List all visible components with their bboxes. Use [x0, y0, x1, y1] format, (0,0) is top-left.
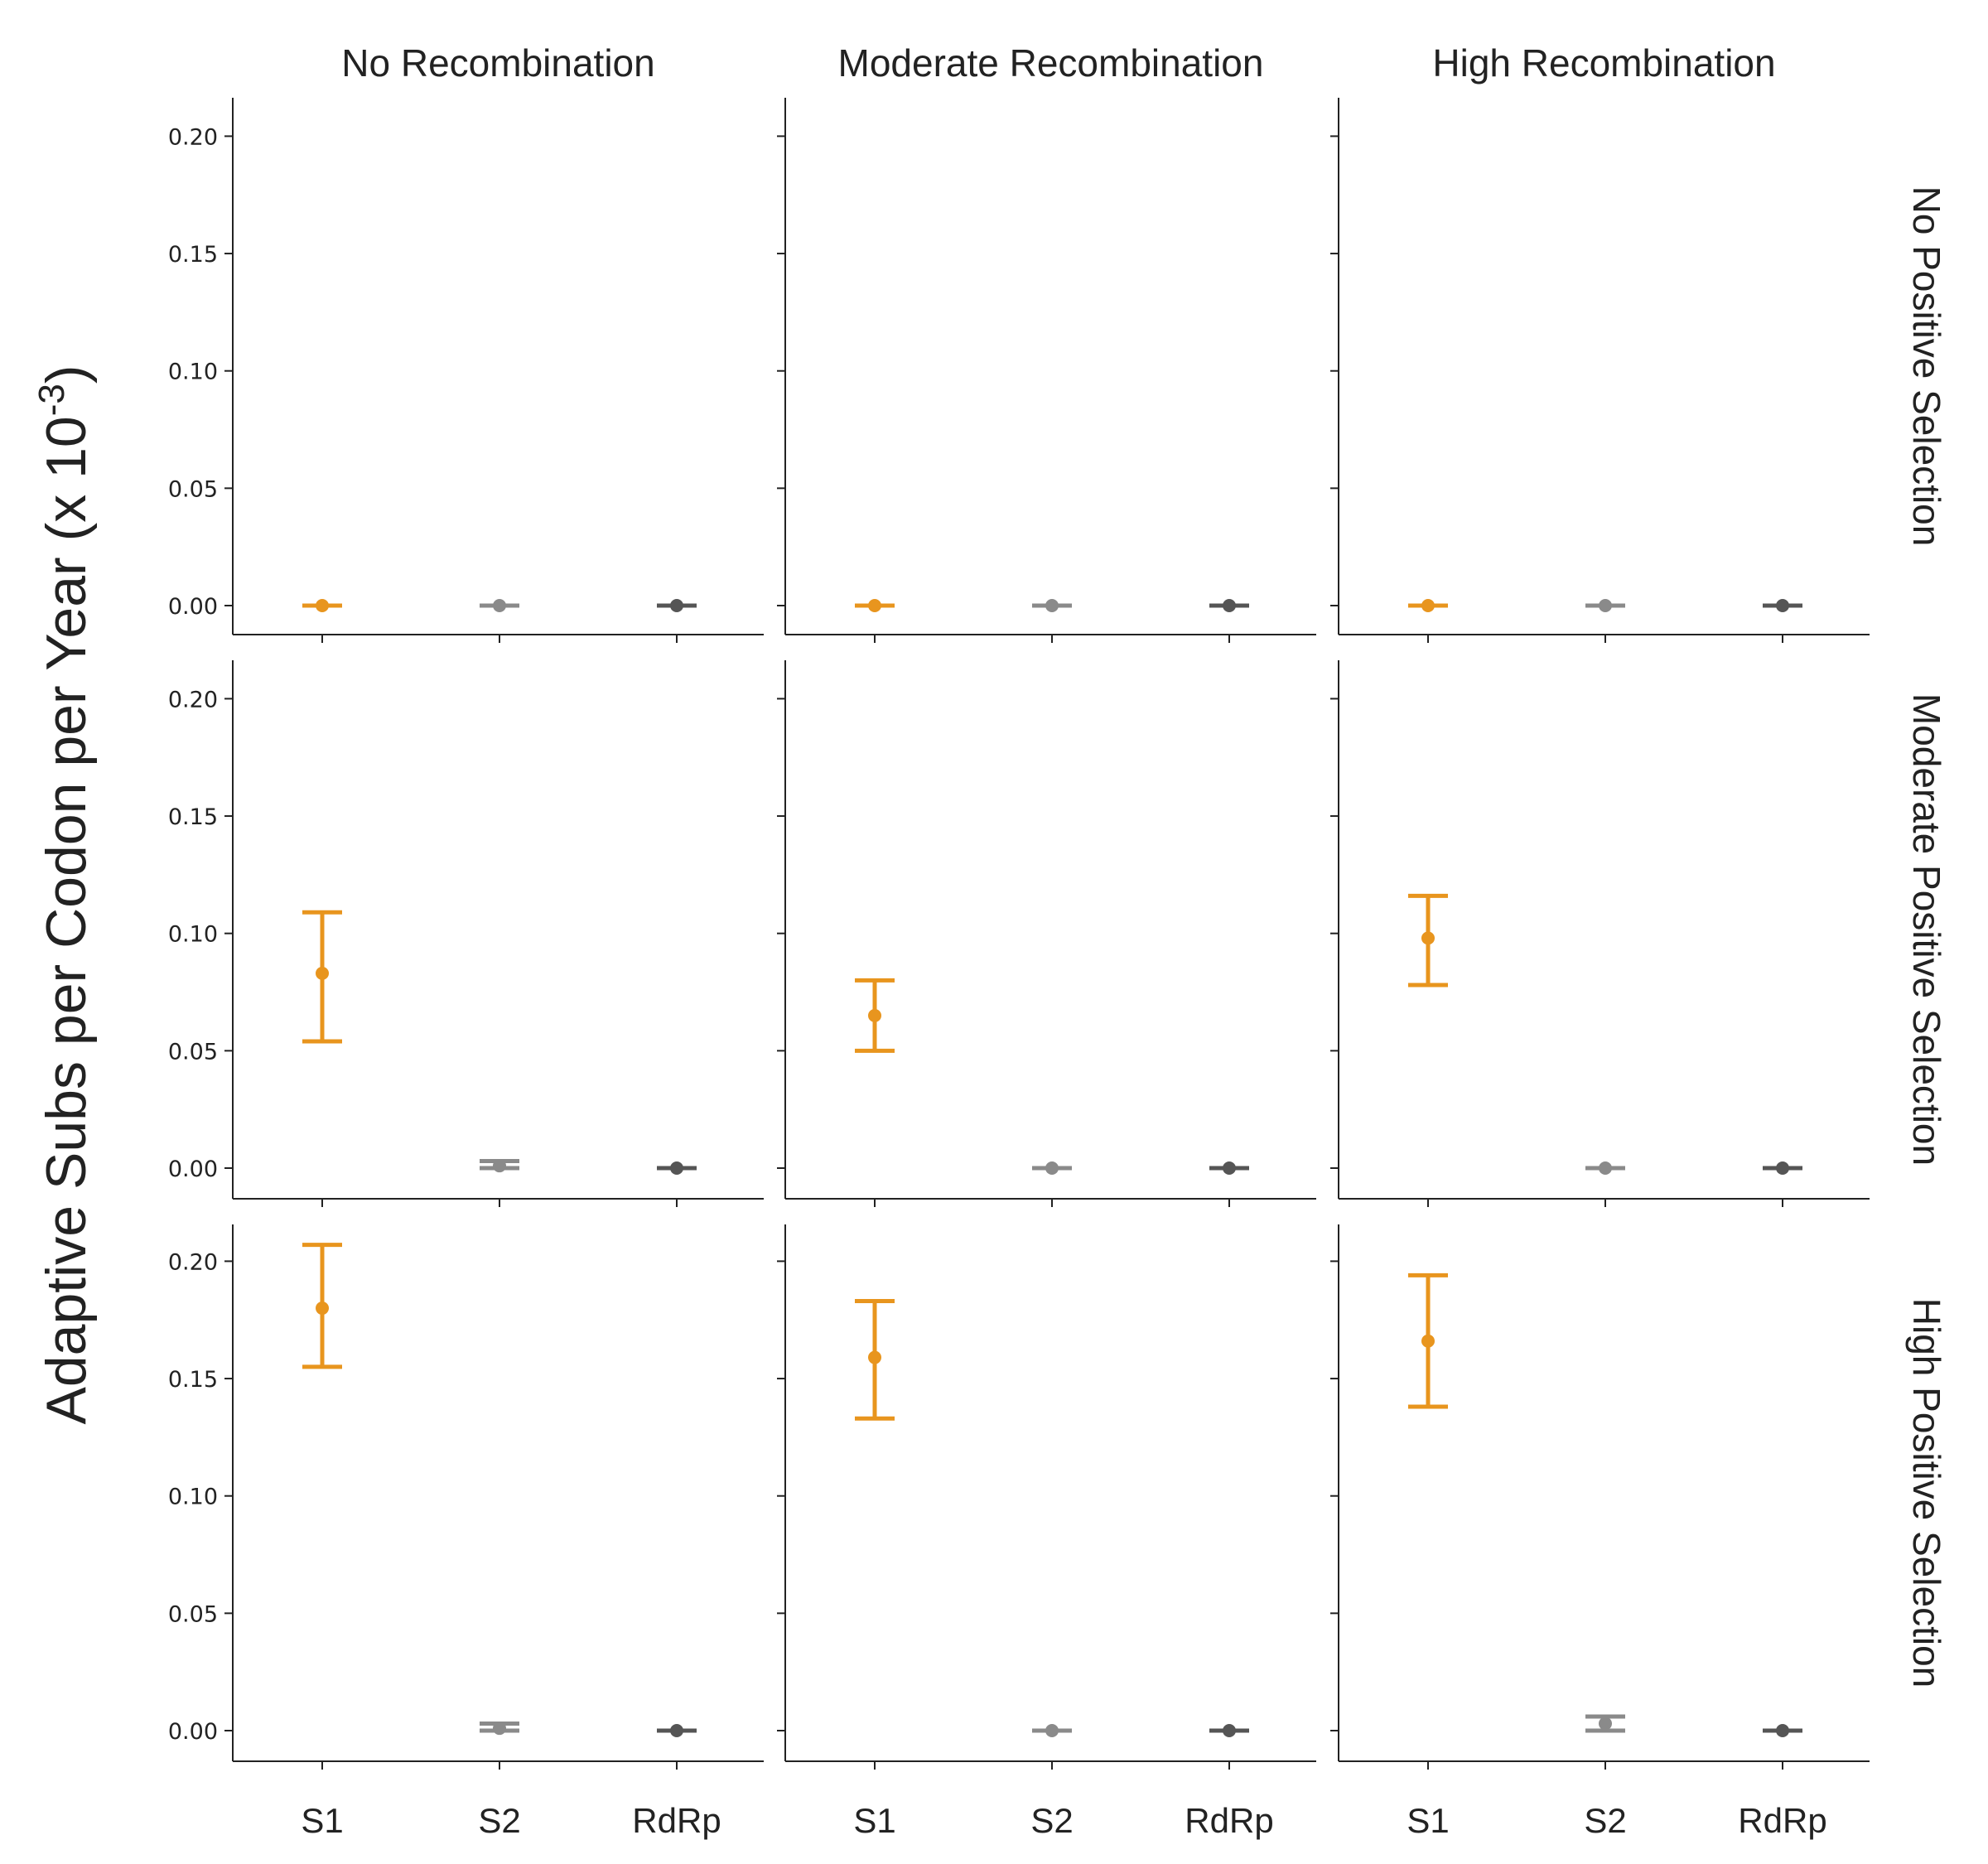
x-tick-label-rdrp: RdRp [1738, 1801, 1826, 1840]
x-tick-label-s2: S2 [1030, 1801, 1073, 1840]
panel-r2-c2 [777, 660, 1316, 1207]
panel-r3-c1: 0.00 0.05 0.10 0.15 0.20 S1 S2 RdRp [168, 1224, 764, 1840]
point-rdrp-marker [1223, 599, 1236, 612]
column-titles: No Recombination Moderate Recombination Hi… [341, 41, 1775, 85]
row-title-3: High Positive Selection [1905, 1298, 1948, 1688]
point-rdrp-marker [1223, 1724, 1236, 1737]
y-tick-label: 0.05 [168, 1039, 218, 1065]
x-tick-label-s1: S1 [853, 1801, 895, 1840]
y-tick-label: 0.10 [168, 360, 218, 385]
x-tick-label-s1: S1 [301, 1801, 343, 1840]
point-rdrp-marker [1776, 1724, 1789, 1737]
x-tick-label-s2: S2 [478, 1801, 520, 1840]
point-s1-marker [868, 1008, 881, 1022]
point-rdrp-marker [1223, 1161, 1236, 1175]
y-tick-label: 0.00 [168, 594, 218, 620]
point-s2-marker [493, 1722, 506, 1736]
column-title-1: No Recombination [341, 41, 654, 85]
y-axis-title: Adaptive Subs per Codon per Year (x 10-3… [31, 365, 98, 1424]
panel-r1-c3 [1330, 98, 1870, 643]
point-s1-marker [1421, 599, 1435, 612]
y-tick-label: 0.20 [168, 1249, 218, 1275]
point-s1-marker [316, 1301, 329, 1316]
x-tick-label-rdrp: RdRp [1185, 1801, 1273, 1840]
point-s2-marker [1045, 1161, 1059, 1175]
column-title-3: High Recombination [1432, 41, 1775, 85]
point-rdrp-marker [1776, 1161, 1789, 1175]
y-axis-title-main: Adaptive Subs per Codon per Year (x 10 [35, 416, 98, 1424]
point-s2-marker [1599, 1161, 1612, 1175]
point-s1-marker [1421, 931, 1435, 945]
y-tick-label: 0.15 [168, 242, 218, 268]
point-s2-marker [1599, 599, 1612, 612]
y-tick-label: 0.15 [168, 804, 218, 830]
y-tick-label: 0.10 [168, 922, 218, 948]
point-rdrp-marker [1776, 599, 1789, 612]
y-tick-label: 0.05 [168, 1601, 218, 1627]
point-s1-marker [868, 599, 881, 612]
row-titles: No Positive Selection Moderate Positive S… [1905, 186, 1948, 1688]
y-tick-label: 0.00 [168, 1719, 218, 1745]
y-axis-title-close: ) [35, 365, 98, 384]
point-s1-marker [1421, 1334, 1435, 1348]
point-s2-marker [493, 1159, 506, 1173]
point-s1-marker [868, 1350, 881, 1364]
panel-r3-c3: S1 S2 RdRp [1330, 1224, 1870, 1840]
panel-r3-c2: S1 S2 RdRp [777, 1224, 1316, 1840]
y-axis-title-group: Adaptive Subs per Codon per Year (x 10-3… [31, 365, 98, 1424]
row-title-2: Moderate Positive Selection [1905, 693, 1948, 1166]
panel-r1-c2 [777, 98, 1316, 643]
panel-r2-c1: 0.00 0.05 0.10 0.15 0.20 [168, 660, 764, 1207]
point-rdrp-marker [670, 1724, 683, 1737]
point-s2-marker [493, 599, 506, 612]
x-tick-label-s1: S1 [1407, 1801, 1449, 1840]
y-tick-label: 0.20 [168, 687, 218, 712]
column-title-2: Moderate Recombination [838, 41, 1264, 85]
panel-grid: 0.00 0.05 0.10 0.15 0.20 0.00 0.05 0.10 0.15 0.20… [168, 98, 1870, 1840]
point-s1-marker [316, 966, 329, 980]
y-tick-label: 0.10 [168, 1485, 218, 1510]
point-s2-marker [1045, 599, 1059, 612]
point-rdrp-marker [670, 599, 683, 612]
x-tick-label-s2: S2 [1584, 1801, 1626, 1840]
y-axis-title-exponent: -3 [31, 384, 72, 416]
y-tick-label: 0.20 [168, 124, 218, 150]
x-tick-label-rdrp: RdRp [632, 1801, 721, 1840]
row-title-1: No Positive Selection [1905, 186, 1948, 547]
point-rdrp-marker [670, 1161, 683, 1175]
panel-r2-c3 [1330, 660, 1870, 1207]
y-tick-label: 0.05 [168, 476, 218, 502]
point-s1-marker [316, 599, 329, 612]
y-tick-label: 0.00 [168, 1157, 218, 1182]
point-s2-marker [1599, 1717, 1612, 1731]
panel-r1-c1: 0.00 0.05 0.10 0.15 0.20 [168, 98, 764, 643]
y-tick-label: 0.15 [168, 1367, 218, 1393]
point-s2-marker [1045, 1724, 1059, 1737]
